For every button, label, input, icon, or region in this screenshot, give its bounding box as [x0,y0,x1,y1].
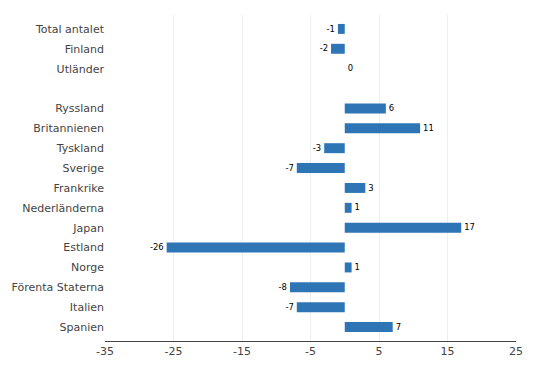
svg-text:Spanien: Spanien [60,321,105,334]
svg-text:-7: -7 [285,302,293,312]
svg-text:Estland: Estland [63,241,104,254]
svg-text:Sverige: Sverige [62,162,104,175]
svg-text:Tyskland: Tyskland [56,142,104,155]
svg-text:-1: -1 [327,24,335,34]
svg-text:17: 17 [464,222,475,232]
svg-text:-25: -25 [165,345,183,358]
svg-text:-2: -2 [320,43,328,53]
svg-text:Frankrike: Frankrike [54,182,105,195]
svg-text:-5: -5 [305,345,316,358]
svg-text:Japan: Japan [72,222,104,235]
svg-text:-35: -35 [96,345,114,358]
svg-text:Italien: Italien [70,301,104,314]
svg-text:11: 11 [423,123,434,133]
svg-text:Total antalet: Total antalet [35,23,105,36]
svg-text:6: 6 [389,103,394,113]
svg-text:3: 3 [368,183,373,193]
svg-text:15: 15 [441,345,455,358]
svg-text:1: 1 [355,202,360,212]
svg-text:-7: -7 [285,163,293,173]
svg-text:-3: -3 [313,143,321,153]
svg-text:Norge: Norge [71,261,104,274]
svg-text:Utländer: Utländer [57,63,105,76]
svg-text:-15: -15 [233,345,251,358]
svg-text:Förenta Staterna: Förenta Staterna [12,281,104,294]
svg-text:25: 25 [509,345,523,358]
svg-text:Nederländerna: Nederländerna [22,202,104,215]
svg-text:Britannienen: Britannienen [33,122,104,135]
svg-text:Ryssland: Ryssland [55,102,104,115]
svg-text:7: 7 [396,322,401,332]
svg-text:5: 5 [376,345,383,358]
svg-text:0: 0 [348,63,353,73]
svg-text:Finland: Finland [65,43,104,56]
svg-text:1: 1 [355,262,360,272]
svg-text:-8: -8 [279,282,287,292]
svg-text:-26: -26 [150,242,164,252]
